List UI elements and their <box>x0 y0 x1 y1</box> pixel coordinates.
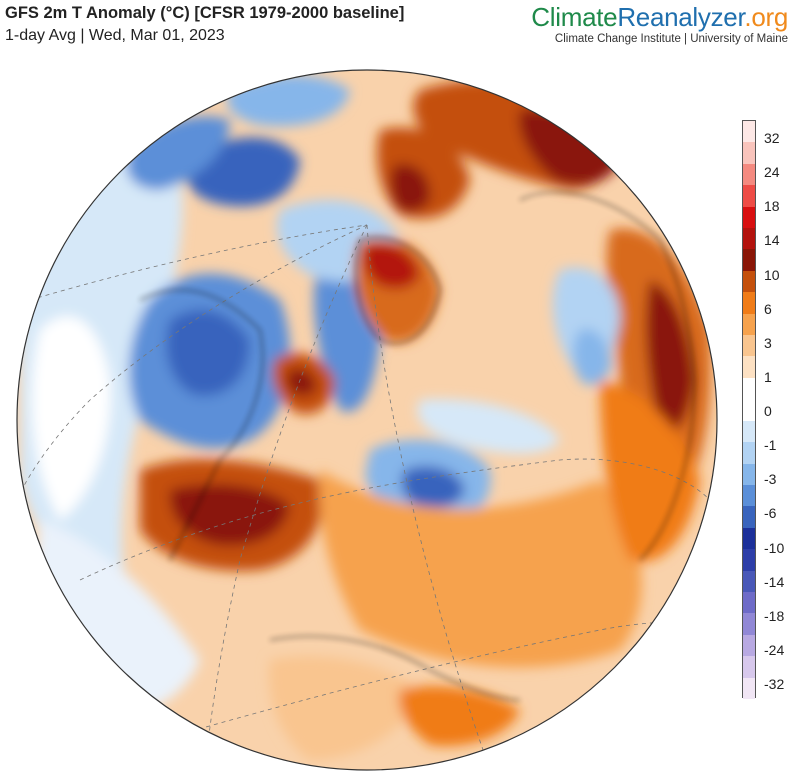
colorbar-segment <box>743 484 755 507</box>
colorbar-segment <box>743 677 755 700</box>
colorbar-segment <box>743 335 755 357</box>
colorbar-label: -18 <box>764 607 785 624</box>
colorbar-label: -6 <box>764 505 777 522</box>
colorbar-label: 18 <box>764 198 780 215</box>
colorbar-label: 3 <box>764 334 772 351</box>
colorbar-segment <box>743 249 755 272</box>
coastlines <box>139 191 695 701</box>
map-title: GFS 2m T Anomaly (°C) [CFSR 1979-2000 ba… <box>5 4 405 22</box>
colorbar-segment <box>743 442 755 465</box>
colorbar-segment <box>743 377 755 400</box>
colorbar-label: -32 <box>764 676 785 692</box>
colorbar-segment <box>743 399 755 422</box>
colorbar-segment <box>743 228 755 250</box>
colorbar-segment <box>743 292 755 315</box>
colorbar-segment <box>743 142 755 165</box>
brand-tagline: Climate Change Institute | University of… <box>554 33 788 45</box>
colorbar-segment <box>743 634 755 657</box>
colorbar-label: 6 <box>764 300 772 317</box>
colorbar-label: 0 <box>764 403 772 419</box>
colorbar-label: -3 <box>764 471 777 488</box>
logo-part-climate: Climate <box>531 2 618 32</box>
logo-part-reanalyzer: Reanalyzer <box>617 2 745 32</box>
colorbar-label: -1 <box>764 437 777 454</box>
colorbar-label: 32 <box>764 130 780 146</box>
brand-logo-text: ClimateReanalyzer.org <box>531 2 788 32</box>
colorbar-segment <box>743 591 755 614</box>
colorbar-label: 24 <box>764 164 780 181</box>
globe-outline <box>16 69 718 771</box>
colorbar-segment <box>743 527 755 550</box>
anomaly-field <box>20 75 711 760</box>
graticule-lines <box>17 224 717 770</box>
logo-part-org: .org <box>744 2 788 32</box>
colorbar-segment <box>743 613 755 636</box>
colorbar-label: -14 <box>764 573 785 590</box>
colorbar-label: -24 <box>764 641 785 658</box>
colorbar-segment <box>743 549 755 572</box>
colorbar-segment <box>743 570 755 593</box>
colorbar-label: 10 <box>764 266 780 283</box>
colorbar-segment <box>743 206 755 229</box>
colorbar-segment <box>743 270 755 293</box>
colorbar-segment <box>743 356 755 379</box>
colorbar-segment <box>743 185 755 208</box>
colorbar-label: -10 <box>764 539 785 556</box>
colorbar-segment <box>743 163 755 186</box>
colorbar-segment <box>743 313 755 336</box>
anomaly-colorbar <box>742 120 756 700</box>
colorbar-segment <box>743 506 755 529</box>
colorbar-label: 1 <box>764 368 772 385</box>
colorbar-label: 14 <box>764 232 780 249</box>
colorbar-segment <box>743 420 755 443</box>
climate-reanalyzer-logo: ClimateReanalyzer.org Climate Change Ins… <box>531 2 788 45</box>
map-subtitle: 1-day Avg | Wed, Mar 01, 2023 <box>5 27 225 44</box>
colorbar-segment <box>743 656 755 679</box>
colorbar-segment <box>743 121 755 143</box>
colorbar-segment <box>743 463 755 486</box>
